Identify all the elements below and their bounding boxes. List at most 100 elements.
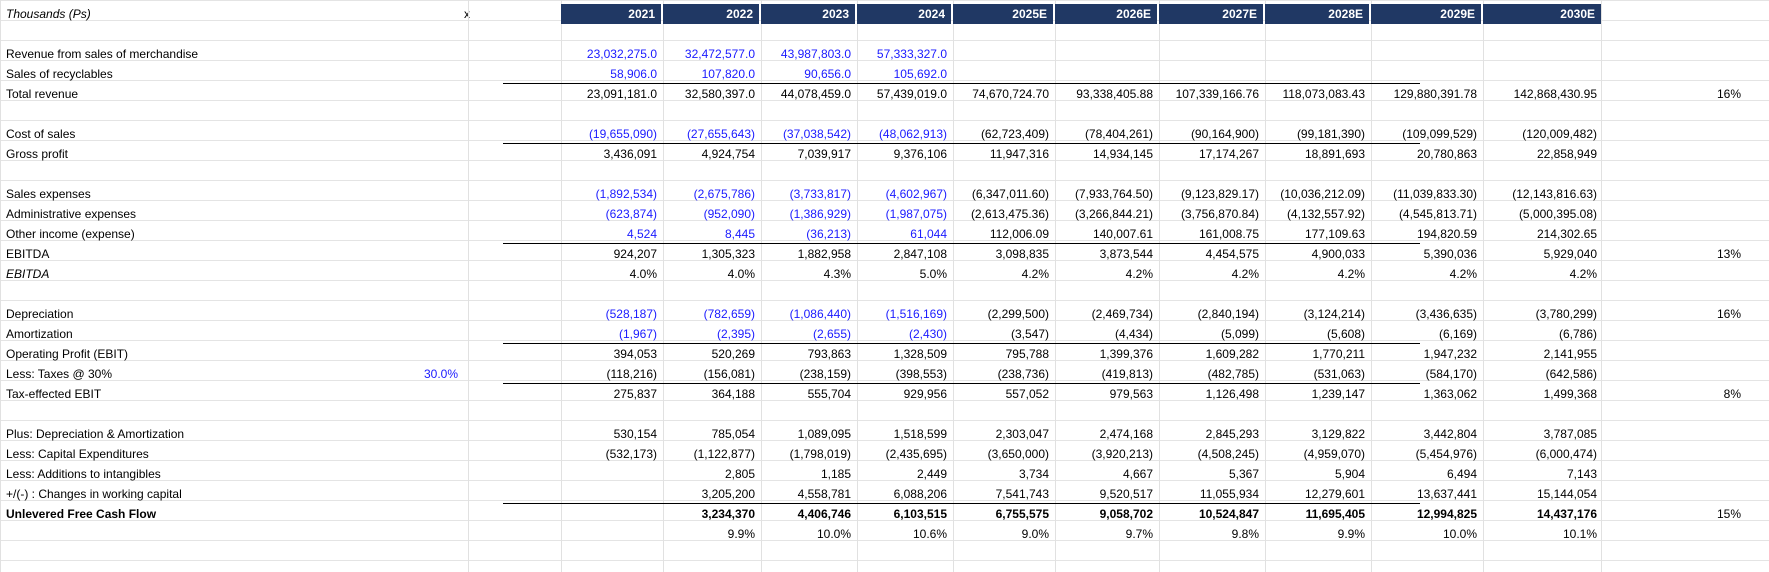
value-cell[interactable]: 1,185: [820, 467, 851, 481]
value-cell[interactable]: 394,053: [613, 347, 657, 361]
value-cell[interactable]: 4,924,754: [701, 147, 755, 161]
value-cell[interactable]: 555,704: [807, 387, 851, 401]
value-cell[interactable]: 795,788: [1005, 347, 1049, 361]
value-cell[interactable]: (99,181,390): [1296, 127, 1365, 141]
value-cell[interactable]: 2,449: [916, 467, 947, 481]
units-label[interactable]: Thousands (Ps): [6, 7, 91, 21]
value-cell[interactable]: 32,580,397.0: [684, 87, 755, 101]
year-header-2027E[interactable]: 2027E: [1159, 4, 1263, 24]
value-cell[interactable]: 5.0%: [919, 267, 947, 281]
value-cell[interactable]: 11,947,316: [989, 147, 1049, 161]
value-cell[interactable]: (482,785): [1207, 367, 1259, 381]
value-cell[interactable]: 15,144,054: [1536, 487, 1597, 501]
value-cell[interactable]: (90,164,900): [1190, 127, 1259, 141]
value-cell[interactable]: (120,009,482): [1522, 127, 1597, 141]
x-marker[interactable]: x: [464, 7, 470, 21]
value-cell[interactable]: 140,007.61: [1092, 227, 1153, 241]
value-cell[interactable]: 9.7%: [1125, 527, 1153, 541]
value-cell[interactable]: (1,967): [618, 327, 657, 341]
value-cell[interactable]: (36,213): [806, 227, 851, 241]
value-cell[interactable]: 177,109.63: [1304, 227, 1365, 241]
value-cell[interactable]: 10.6%: [912, 527, 947, 541]
value-cell[interactable]: (419,813): [1101, 367, 1153, 381]
value-cell[interactable]: 4.3%: [823, 267, 851, 281]
value-cell[interactable]: (1,122,877): [693, 447, 755, 461]
year-header-2022[interactable]: 2022: [663, 4, 759, 24]
row-label[interactable]: Plus: Depreciation & Amortization: [6, 427, 185, 441]
row-label[interactable]: Less: Capital Expenditures: [6, 447, 149, 461]
row-label[interactable]: Administrative expenses: [6, 207, 137, 221]
row-label[interactable]: Other income (expense): [6, 227, 135, 241]
value-cell[interactable]: (4,132,557.92): [1286, 207, 1365, 221]
value-cell[interactable]: 4,667: [1122, 467, 1153, 481]
value-cell[interactable]: 13,637,441: [1416, 487, 1477, 501]
value-cell[interactable]: 924,207: [613, 247, 657, 261]
value-cell[interactable]: 4,524: [626, 227, 657, 241]
growth-rate-cell[interactable]: 16%: [1716, 87, 1741, 101]
value-cell[interactable]: 793,863: [807, 347, 851, 361]
row-label[interactable]: Amortization: [6, 327, 73, 341]
value-cell[interactable]: (3,436,635): [1415, 307, 1477, 321]
value-cell[interactable]: 23,032,275.0: [586, 47, 657, 61]
value-cell[interactable]: 194,820.59: [1416, 227, 1477, 241]
value-cell[interactable]: 5,904: [1334, 467, 1365, 481]
value-cell[interactable]: 10,524,847: [1198, 507, 1259, 521]
value-cell[interactable]: 4.2%: [1569, 267, 1597, 281]
value-cell[interactable]: (2,435,695): [885, 447, 947, 461]
value-cell[interactable]: (3,920,213): [1091, 447, 1153, 461]
year-header-2023[interactable]: 2023: [761, 4, 855, 24]
row-label[interactable]: Cost of sales: [6, 127, 76, 141]
value-cell[interactable]: 12,994,825: [1416, 507, 1477, 521]
value-cell[interactable]: (3,650,000): [987, 447, 1049, 461]
value-cell[interactable]: (48,062,913): [878, 127, 947, 141]
value-cell[interactable]: (782,659): [703, 307, 755, 321]
value-cell[interactable]: 3,787,085: [1543, 427, 1597, 441]
value-cell[interactable]: (6,000,474): [1535, 447, 1597, 461]
value-cell[interactable]: (623,874): [605, 207, 657, 221]
row-label[interactable]: Unlevered Free Cash Flow: [6, 507, 157, 521]
value-cell[interactable]: (9,123,829.17): [1180, 187, 1259, 201]
value-cell[interactable]: 3,436,091: [603, 147, 657, 161]
value-cell[interactable]: 2,805: [724, 467, 755, 481]
value-cell[interactable]: 2,845,293: [1205, 427, 1259, 441]
value-cell[interactable]: 118,073,083.43: [1282, 87, 1365, 101]
value-cell[interactable]: (3,124,214): [1303, 307, 1365, 321]
value-cell[interactable]: 74,670,724.70: [972, 87, 1049, 101]
value-cell[interactable]: 10.0%: [1442, 527, 1477, 541]
value-cell[interactable]: (4,434): [1114, 327, 1153, 341]
value-cell[interactable]: 4.0%: [727, 267, 755, 281]
value-cell[interactable]: (12,143,816.63): [1512, 187, 1597, 201]
value-cell[interactable]: 57,333,327.0: [876, 47, 947, 61]
value-cell[interactable]: (27,655,643): [686, 127, 755, 141]
row-label[interactable]: Operating Profit (EBIT): [6, 347, 129, 361]
value-cell[interactable]: 7,039,917: [797, 147, 851, 161]
value-cell[interactable]: 557,052: [1005, 387, 1049, 401]
value-cell[interactable]: 3,234,370: [701, 507, 755, 521]
value-cell[interactable]: (1,386,929): [789, 207, 851, 221]
value-cell[interactable]: 2,141,955: [1543, 347, 1597, 361]
value-cell[interactable]: 4.0%: [629, 267, 657, 281]
row-label[interactable]: Total revenue: [6, 87, 79, 101]
value-cell[interactable]: 9.0%: [1021, 527, 1049, 541]
value-cell[interactable]: 8,445: [724, 227, 755, 241]
value-cell[interactable]: 1,609,282: [1205, 347, 1259, 361]
value-cell[interactable]: 112,006.09: [989, 227, 1049, 241]
value-cell[interactable]: 3,098,835: [995, 247, 1049, 261]
value-cell[interactable]: 4,900,033: [1311, 247, 1365, 261]
value-cell[interactable]: 6,494: [1446, 467, 1477, 481]
value-cell[interactable]: 4.2%: [1125, 267, 1153, 281]
value-cell[interactable]: 14,437,176: [1536, 507, 1597, 521]
value-cell[interactable]: 4.2%: [1231, 267, 1259, 281]
value-cell[interactable]: 4.2%: [1021, 267, 1049, 281]
year-header-2021[interactable]: 2021: [561, 4, 661, 24]
value-cell[interactable]: 979,563: [1109, 387, 1153, 401]
value-cell[interactable]: (19,655,090): [588, 127, 657, 141]
row-label[interactable]: Less: Taxes @ 30%: [6, 367, 113, 381]
value-cell[interactable]: (1,516,169): [885, 307, 947, 321]
value-cell[interactable]: 57,439,019.0: [876, 87, 947, 101]
value-cell[interactable]: 785,054: [711, 427, 755, 441]
value-cell[interactable]: (2,840,194): [1197, 307, 1259, 321]
value-cell[interactable]: 6,088,206: [893, 487, 947, 501]
value-cell[interactable]: 11,055,934: [1199, 487, 1259, 501]
value-cell[interactable]: (2,675,786): [693, 187, 755, 201]
